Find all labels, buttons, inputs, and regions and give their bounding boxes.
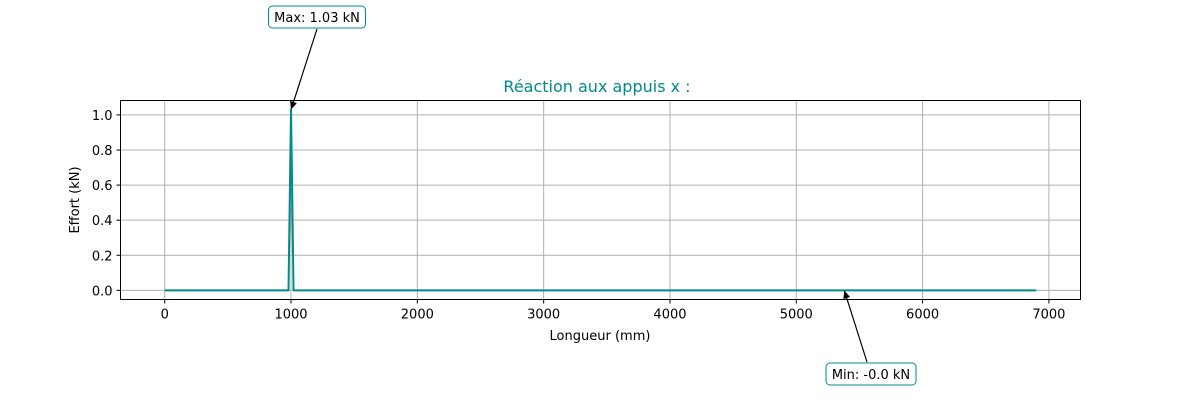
- annotation-label: Min: -0.0 kN: [832, 368, 910, 383]
- x-axis: 0 1000 2000 3000 4000 5000 6000 7000: [161, 299, 1065, 323]
- series-line-0: [164, 108, 1037, 292]
- y-tick-label: 0.4: [92, 214, 113, 229]
- y-tick-label: 0.0: [92, 284, 113, 299]
- annotation-arrowhead: [843, 290, 851, 300]
- plot-frame: [120, 100, 1081, 300]
- y-tick-label: 0.6: [92, 179, 113, 194]
- y-tick-label: 0.2: [92, 249, 113, 264]
- x-tick-label: 5000: [780, 308, 813, 323]
- chart-title: Réaction aux appuis x :: [503, 77, 690, 96]
- data-layer: [164, 108, 1037, 292]
- y-tick-label: 1.0: [92, 109, 113, 124]
- y-tick-label: 0.8: [92, 144, 113, 159]
- x-tick-label: 3000: [527, 308, 560, 323]
- x-tick-label: 7000: [1032, 308, 1065, 323]
- x-tick-label: 6000: [906, 308, 939, 323]
- annotation-arrow: [844, 291, 868, 363]
- x-tick-label: 0: [161, 308, 169, 323]
- x-tick-label: 4000: [653, 308, 686, 323]
- x-axis-label: Longueur (mm): [550, 329, 651, 344]
- x-tick-label: 2000: [401, 308, 434, 323]
- annotation-min: Min: -0.0 kN: [825, 290, 917, 386]
- annotation-arrow: [290, 28, 318, 109]
- annotations: Max: 1.03 kN Min: -0.0 kN: [268, 5, 917, 386]
- annotation-arrowhead: [290, 100, 297, 110]
- x-tick-label: 1000: [274, 308, 307, 323]
- grid: [120, 100, 1081, 300]
- y-axis-label: Effort (kN): [68, 166, 83, 233]
- y-axis: 0.0 0.2 0.4 0.6 0.8 1.0: [92, 109, 121, 299]
- annotation-box: [825, 362, 917, 386]
- annotation-box: [268, 5, 366, 29]
- annotation-max: Max: 1.03 kN: [268, 5, 366, 110]
- annotation-label: Max: 1.03 kN: [274, 11, 360, 26]
